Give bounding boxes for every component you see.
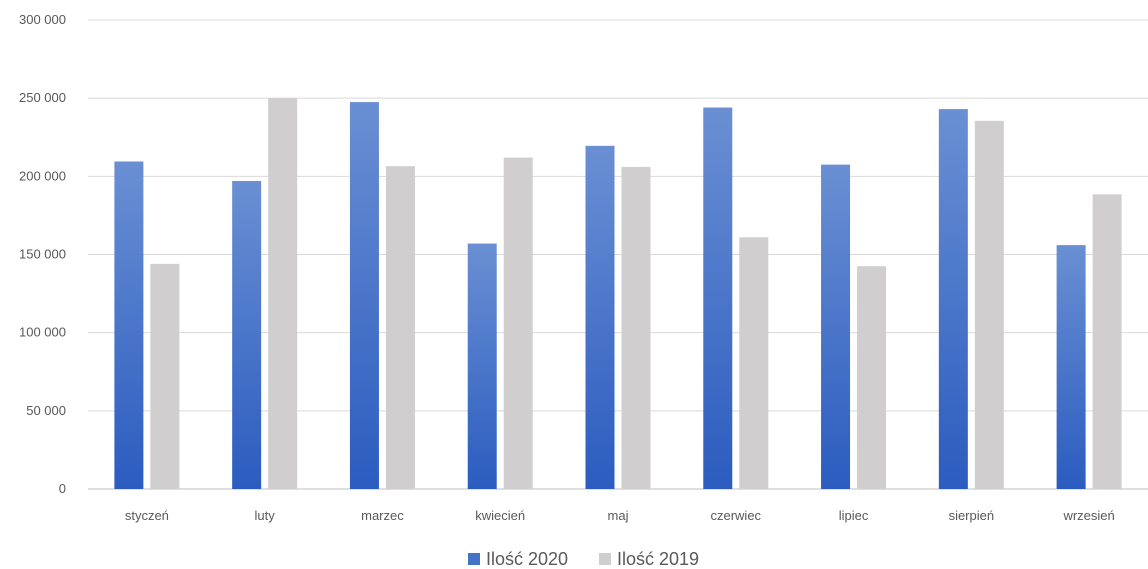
x-tick-label: luty <box>255 508 276 523</box>
bar-2020 <box>1056 245 1086 489</box>
bar-2020 <box>114 161 144 489</box>
x-tick-label: czerwiec <box>710 508 761 523</box>
legend-label: Ilość 2019 <box>617 549 699 569</box>
y-tick-label: 300 000 <box>19 12 66 27</box>
bar-2019 <box>503 157 533 489</box>
legend: Ilość 2020 Ilość 2019 <box>468 549 699 569</box>
legend-swatch <box>468 553 480 565</box>
x-tick-label: lipiec <box>839 508 869 523</box>
x-tick-label: marzec <box>361 508 404 523</box>
bar-2019 <box>621 166 651 489</box>
x-axis-ticks: styczeń luty marzec kwiecień maj czerwiec lipi… <box>125 508 1115 523</box>
bar-2019 <box>268 98 298 490</box>
bars <box>114 98 1122 490</box>
x-tick-label: sierpień <box>949 508 995 523</box>
bar-2019 <box>739 237 769 489</box>
y-tick-label: 150 000 <box>19 247 66 262</box>
gridlines <box>88 19 1148 490</box>
bar-2020 <box>349 102 379 489</box>
y-tick-label: 100 000 <box>19 325 66 340</box>
bar-2020 <box>938 109 968 490</box>
y-tick-label: 250 000 <box>19 90 66 105</box>
y-axis-ticks: 0 50 000 100 000 150 000 200 000 250 000 300 0… <box>19 12 66 496</box>
x-tick-label: maj <box>608 508 629 523</box>
bar-2019 <box>150 263 180 489</box>
bar-2020 <box>232 181 262 490</box>
y-tick-label: 200 000 <box>19 168 66 183</box>
y-tick-label: 0 <box>59 481 66 496</box>
x-tick-label: kwiecień <box>475 508 525 523</box>
y-tick-label: 50 000 <box>26 403 66 418</box>
bar-2020 <box>467 243 497 489</box>
bar-2020 <box>585 145 615 489</box>
bar-2020 <box>821 164 851 489</box>
legend-swatch <box>599 553 611 565</box>
legend-label: Ilość 2020 <box>486 549 568 569</box>
x-tick-label: styczeń <box>125 508 169 523</box>
bar-2019 <box>385 166 415 489</box>
bar-2019 <box>974 120 1004 490</box>
bar-2019 <box>1092 194 1122 490</box>
bar-2020 <box>703 107 733 490</box>
x-tick-label: wrzesień <box>1062 508 1114 523</box>
bar-2019 <box>857 266 887 489</box>
